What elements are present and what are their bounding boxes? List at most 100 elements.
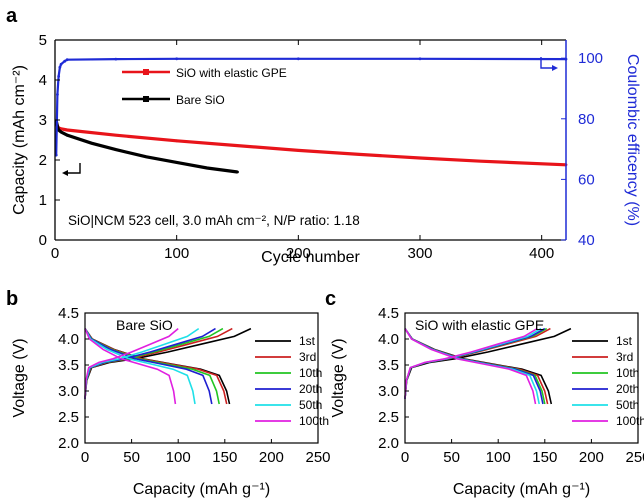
y-axis-label: Voltage (V) (11, 338, 28, 417)
x-tick-label: 250 (625, 449, 644, 466)
legend-label: 1st (616, 334, 633, 348)
y2-axis-label: Coulombic efficency (%) (624, 54, 641, 226)
x-tick-label: 0 (81, 449, 89, 466)
x-tick-label: 100 (164, 245, 189, 262)
y-tick-label: 3.5 (58, 357, 79, 374)
panel-label-b: b (6, 288, 18, 310)
charge-curve-100th (404, 327, 538, 399)
left-axis-arrow (65, 163, 81, 174)
data-point (65, 128, 69, 132)
data-point (56, 93, 59, 96)
series-line-coulombic-efficiency (55, 57, 567, 156)
x-tick-label: 250 (305, 449, 330, 466)
legend-label: 10th (299, 366, 322, 380)
x-axis-label: Cycle number (261, 249, 360, 266)
data-point (236, 170, 239, 174)
y-tick-label: 2.5 (378, 409, 399, 426)
data-point (57, 74, 61, 78)
panel-title: Bare SiO (116, 317, 173, 333)
left-axis-arrowhead (62, 170, 68, 176)
legend-label: 20th (299, 382, 322, 396)
x-tick-label: 200 (286, 245, 311, 262)
right-axis-arrowhead (552, 65, 558, 71)
data-point (65, 58, 69, 62)
plot-frame (404, 312, 639, 444)
y2-tick-label: 60 (578, 171, 595, 188)
y-axis-label: Voltage (V) (330, 338, 347, 417)
data-point (175, 139, 179, 143)
legend-label: 50th (299, 398, 322, 412)
discharge-curve-1st (404, 328, 553, 405)
x-tick-label: 400 (529, 245, 554, 262)
x-tick-label: 150 (212, 449, 237, 466)
right-axis-arrow (540, 57, 556, 69)
data-point (59, 62, 63, 66)
y-axis-label: Capacity (mAh cm⁻²) (11, 65, 28, 215)
x-tick-label: 200 (259, 449, 284, 466)
data-point (296, 149, 300, 152)
legend-label: 10th (616, 366, 639, 380)
y-tick-label: 1 (39, 192, 47, 209)
y-tick-label: 2 (39, 152, 47, 169)
discharge-curve-100th (84, 328, 177, 405)
data-point (418, 156, 422, 160)
legend-label: 3rd (299, 350, 316, 364)
y-tick-label: 2.5 (58, 409, 79, 426)
legend-label: 1st (299, 334, 316, 348)
charge-curve-100th (84, 327, 179, 399)
legend-label: SiO with elastic GPE (176, 66, 287, 80)
data-point (418, 57, 422, 61)
y-tick-label: 3.0 (378, 383, 399, 400)
y-tick-label: 4.0 (378, 331, 399, 348)
x-tick-label: 100 (486, 449, 511, 466)
discharge-curve-20th (84, 328, 213, 405)
panel-label-a: a (6, 5, 18, 27)
y-tick-label: 3.0 (58, 383, 79, 400)
annotation-text: SiO|NCM 523 cell, 3.0 mAh cm⁻², N/P rati… (68, 213, 360, 228)
x-axis-label: Capacity (mAh g⁻¹) (133, 481, 270, 498)
data-point (114, 57, 118, 61)
discharge-curve-3rd (404, 328, 549, 405)
y-tick-label: 4 (39, 72, 47, 89)
x-tick-label: 300 (407, 245, 432, 262)
data-point (58, 65, 62, 69)
x-tick-label: 0 (51, 245, 59, 262)
x-tick-label: 150 (532, 449, 557, 466)
legend-label: 20th (616, 382, 639, 396)
legend-label: 50th (616, 398, 639, 412)
y-tick-label: 2.0 (378, 435, 399, 452)
legend-label: 3rd (616, 350, 633, 364)
legend-label: 100th (616, 414, 644, 428)
legend-marker (143, 96, 149, 102)
y-tick-label: 0 (39, 232, 47, 249)
y-tick-label: 5 (39, 32, 47, 49)
data-point (57, 128, 61, 132)
x-tick-label: 50 (443, 449, 460, 466)
data-point (63, 59, 67, 63)
y-tick-label: 3 (39, 112, 47, 129)
x-tick-label: 100 (166, 449, 191, 466)
x-axis-label: Capacity (mAh g⁻¹) (453, 481, 590, 498)
y-tick-label: 4.5 (58, 305, 79, 322)
y2-tick-label: 80 (578, 111, 595, 128)
data-point (175, 161, 179, 164)
series-line-bare-sio (54, 120, 238, 174)
plot-frame (84, 312, 319, 444)
y2-tick-label: 100 (578, 50, 603, 67)
legend-marker (143, 69, 149, 75)
data-point (175, 57, 179, 61)
panel-title: SiO with elastic GPE (415, 317, 544, 333)
legend-label: Bare SiO (176, 93, 225, 107)
discharge-curve-50th (84, 328, 196, 405)
y-tick-label: 4.0 (58, 331, 79, 348)
x-tick-label: 0 (401, 449, 409, 466)
y-tick-label: 2.0 (58, 435, 79, 452)
y2-tick-label: 40 (578, 232, 595, 249)
data-point (114, 148, 118, 152)
x-tick-label: 50 (123, 449, 140, 466)
x-tick-label: 200 (579, 449, 604, 466)
y-tick-label: 3.5 (378, 357, 399, 374)
discharge-curve-100th (404, 328, 537, 405)
y-tick-label: 4.5 (378, 305, 399, 322)
